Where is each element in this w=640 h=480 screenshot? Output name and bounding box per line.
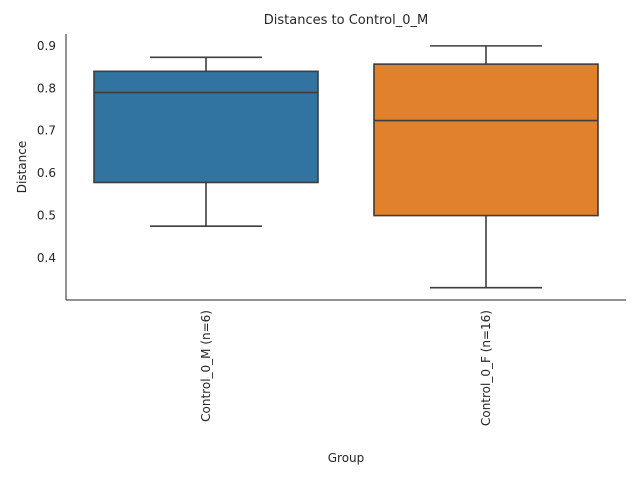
x-axis-label: Group (328, 451, 365, 465)
x-tick-label: Control_0_F (n=16) (479, 310, 493, 426)
y-tick-label: 0.8 (37, 81, 56, 95)
boxes-group (93, 45, 599, 289)
y-tick-label: 0.5 (37, 209, 56, 223)
x-axis-ticks: Control_0_M (n=6) Control_0_F (n=16) (199, 310, 493, 426)
box-group (93, 56, 319, 227)
box-group (373, 45, 599, 289)
y-axis-label: Distance (15, 141, 29, 193)
x-tick-label: Control_0_M (n=6) (199, 310, 213, 422)
y-tick-label: 0.4 (37, 251, 56, 265)
y-tick-label: 0.7 (37, 124, 56, 138)
y-tick-label: 0.6 (37, 166, 56, 180)
y-tick-label: 0.9 (37, 39, 56, 53)
iqr-box (93, 70, 319, 184)
iqr-box (373, 63, 599, 217)
chart-title: Distances to Control_0_M (264, 13, 428, 28)
y-axis-ticks: 0.4 0.5 0.6 0.7 0.8 0.9 (37, 39, 56, 265)
